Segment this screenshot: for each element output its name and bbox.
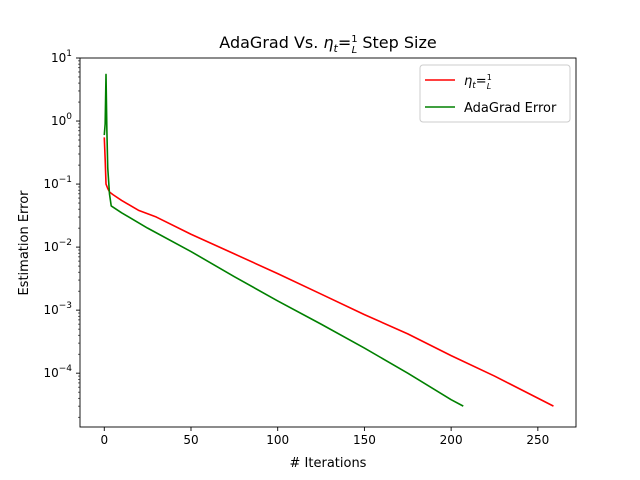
x-tick-label: 50 — [183, 433, 198, 447]
chart-title: AdaGrad Vs. ηt=1 L Step Size — [219, 33, 436, 56]
title-suffix: Step Size — [357, 33, 436, 52]
series-line-0 — [103, 137, 554, 407]
y-tick-label: 100 — [51, 112, 72, 128]
legend-eta: η — [464, 74, 472, 89]
y-tick-label: 10−1 — [43, 175, 72, 191]
x-tick-label: 100 — [266, 433, 289, 447]
legend: ηt=1 L AdaGrad Error — [419, 64, 571, 123]
legend-frame — [419, 64, 571, 123]
title-prefix: AdaGrad Vs. — [219, 33, 323, 52]
y-tick-label: 10−2 — [43, 238, 72, 254]
title-frac-den: L — [352, 45, 358, 56]
legend-frac-num: 1 — [487, 73, 492, 82]
x-axis-label: # Iterations — [290, 456, 367, 471]
legend-label-adagrad: AdaGrad Error — [464, 101, 557, 116]
y-tick-label: 10−3 — [43, 301, 72, 317]
y-tick-label: 101 — [51, 49, 72, 65]
y-tick-label: 10−4 — [43, 364, 72, 380]
legend-frac-den: L — [487, 82, 491, 91]
title-eta: η — [323, 33, 333, 52]
y-axis-ticks: 10−4 10−3 10−2 10−1 100 101 — [43, 49, 80, 418]
legend-eq: = — [476, 74, 487, 89]
series-line-1 — [103, 73, 464, 407]
title-frac-num: 1 — [351, 34, 357, 45]
plot-area — [79, 57, 577, 428]
x-tick-label: 200 — [440, 433, 463, 447]
x-tick-label: 150 — [353, 433, 376, 447]
x-tick-label: 250 — [526, 433, 549, 447]
title-eta-sub: t — [334, 42, 339, 55]
legend-eta-sub: t — [472, 81, 476, 91]
y-axis-label: Estimation Error — [17, 190, 32, 296]
axes-frame — [79, 57, 577, 428]
title-eq: = — [338, 33, 351, 52]
x-tick-label: 0 — [100, 433, 108, 447]
x-axis-ticks: 0 50 100 150 200 250 — [100, 427, 549, 447]
legend-label-eta: ηt=1 L — [464, 73, 492, 91]
series-layer — [103, 73, 554, 407]
